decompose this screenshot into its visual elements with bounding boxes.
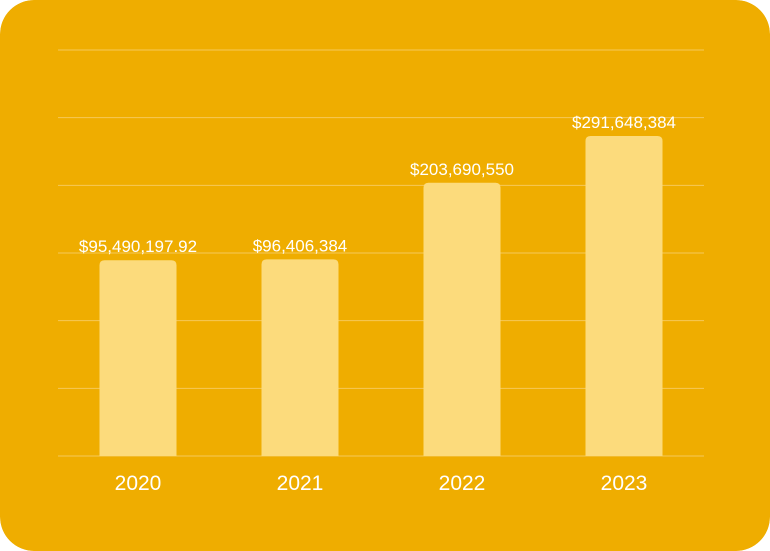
bar-2023 (585, 136, 663, 456)
value-label-2022: $203,690,550 (410, 160, 514, 179)
bar-2022 (423, 182, 501, 456)
value-label-2021: $96,406,384 (253, 236, 348, 255)
bar-2021 (261, 259, 339, 456)
value-label-2020: $95,490,197.92 (79, 237, 197, 256)
category-label-2021: 2021 (277, 472, 324, 495)
value-label-2023: $291,648,384 (572, 113, 676, 132)
category-label-2022: 2022 (439, 472, 486, 495)
bars (99, 136, 663, 456)
category-label-2020: 2020 (115, 472, 162, 495)
category-labels: 2020 2021 2022 2023 (115, 472, 648, 495)
value-labels: $95,490,197.92 $96,406,384 $203,690,550 $29… (79, 113, 676, 256)
bar-2020 (99, 260, 177, 456)
category-label-2023: 2023 (601, 472, 648, 495)
